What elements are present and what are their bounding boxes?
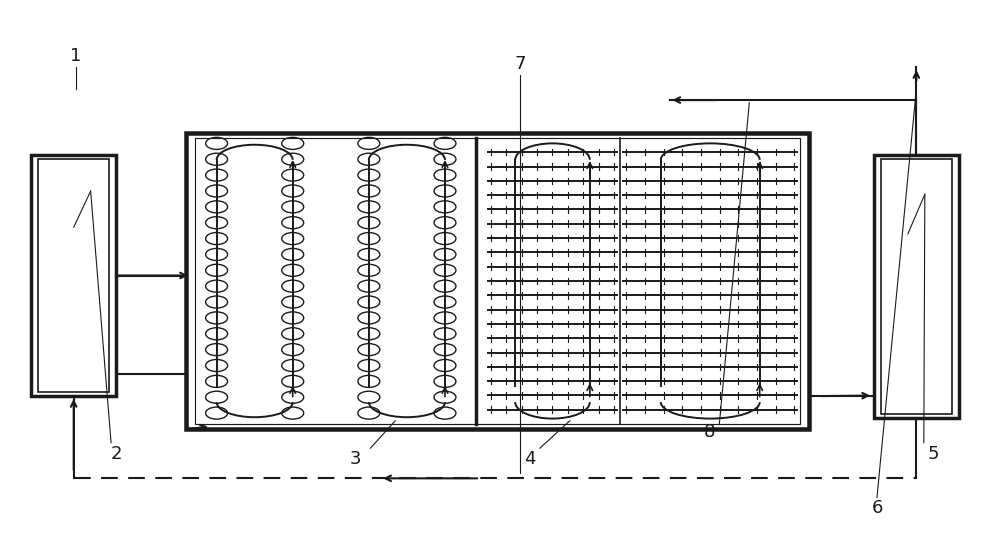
- Bar: [31, 155, 116, 396]
- Text: 7: 7: [514, 56, 526, 73]
- Bar: [874, 155, 959, 418]
- Bar: [881, 159, 952, 414]
- Text: 4: 4: [524, 450, 536, 468]
- Bar: [38, 159, 109, 392]
- Text: 3: 3: [350, 450, 361, 468]
- Text: 8: 8: [704, 423, 715, 441]
- Text: 6: 6: [871, 500, 883, 517]
- Text: 5: 5: [928, 445, 940, 463]
- Bar: [186, 133, 809, 429]
- Text: 2: 2: [110, 445, 122, 463]
- Bar: [195, 138, 800, 424]
- Text: 1: 1: [70, 47, 82, 65]
